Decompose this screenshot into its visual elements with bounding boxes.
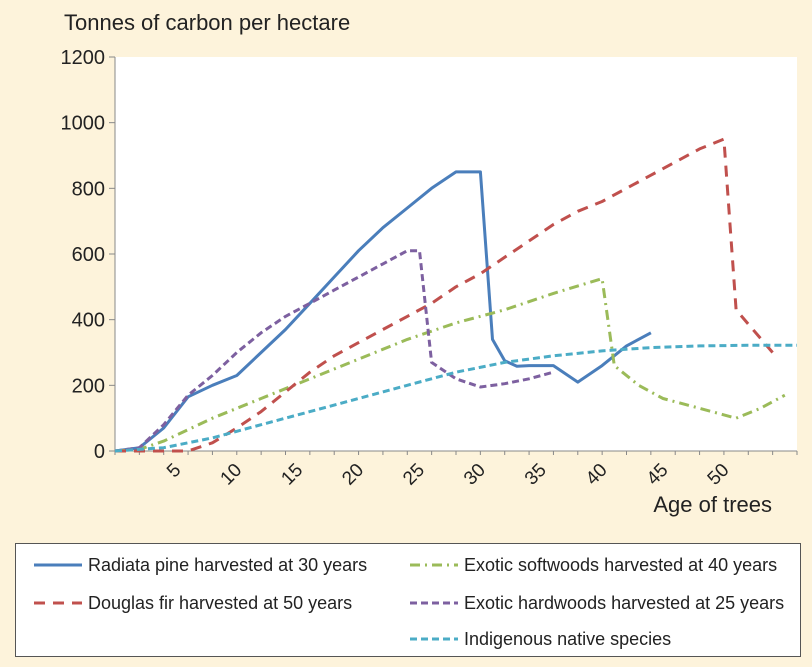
y-tick-label: 0 (94, 441, 105, 463)
legend-swatch-exotic-softwoods (410, 563, 458, 567)
legend-swatch-exotic-hardwoods (410, 601, 458, 605)
x-tick-label: 25 (399, 460, 429, 490)
legend-label-douglas-fir: Douglas fir harvested at 50 years (88, 592, 353, 613)
legend-label-exotic-hardwoods: Exotic hardwoods harvested at 25 years (464, 592, 785, 613)
legend-label-radiata: Radiata pine harvested at 30 years (88, 554, 368, 575)
x-tick-label: 5 (163, 460, 185, 482)
series-line-0 (114, 170, 652, 453)
legend-item-indigenous: Indigenous native species (408, 628, 671, 650)
x-tick-label: 20 (338, 460, 368, 490)
plot-area (115, 57, 797, 451)
x-axis-title: Age of trees (653, 492, 772, 517)
y-tick-label: 800 (72, 178, 105, 200)
legend-item-douglas-fir: Douglas fir harvested at 50 years (32, 592, 352, 614)
y-tick-label: 1200 (61, 47, 106, 69)
series-line-3 (114, 249, 554, 453)
legend-label-exotic-softwoods: Exotic softwoods harvested at 40 years (464, 554, 778, 575)
x-tick-label: 10 (217, 460, 247, 490)
legend-item-exotic-hardwoods: Exotic hardwoods harvested at 25 years (408, 592, 784, 614)
legend: Radiata pine harvested at 30 years Dougl… (15, 543, 801, 657)
series-line-2 (115, 137, 774, 453)
y-tick-label: 400 (72, 310, 105, 332)
legend-item-radiata: Radiata pine harvested at 30 years (32, 554, 367, 576)
y-tick-label: 200 (72, 375, 105, 397)
legend-swatch-radiata (34, 563, 82, 567)
legend-swatch-douglas-fir (34, 601, 82, 605)
legend-swatch-indigenous (410, 637, 458, 641)
series-line-1 (114, 277, 786, 453)
chart: Tonnes of carbon per hectare 0 200 400 600 8… (61, 10, 798, 517)
x-tick-label: 40 (582, 460, 612, 490)
x-tick-label: 45 (643, 460, 673, 490)
series-layer (114, 137, 797, 453)
legend-label-indigenous: Indigenous native species (464, 628, 672, 649)
x-tick-label: 15 (277, 460, 307, 490)
x-tick-label: 50 (704, 460, 734, 490)
y-tick-label: 1000 (61, 113, 106, 135)
y-axis-title: Tonnes of carbon per hectare (64, 10, 350, 35)
x-tick-label: 35 (521, 460, 551, 490)
x-axis: 5 10 15 20 25 30 35 40 45 50 (114, 451, 798, 490)
y-axis: 0 200 400 600 800 1000 1200 (61, 47, 115, 463)
series-line-4 (114, 343, 797, 453)
y-tick-label: 600 (72, 244, 105, 266)
x-tick-label: 30 (460, 460, 490, 490)
legend-item-exotic-softwoods: Exotic softwoods harvested at 40 years (408, 554, 777, 576)
